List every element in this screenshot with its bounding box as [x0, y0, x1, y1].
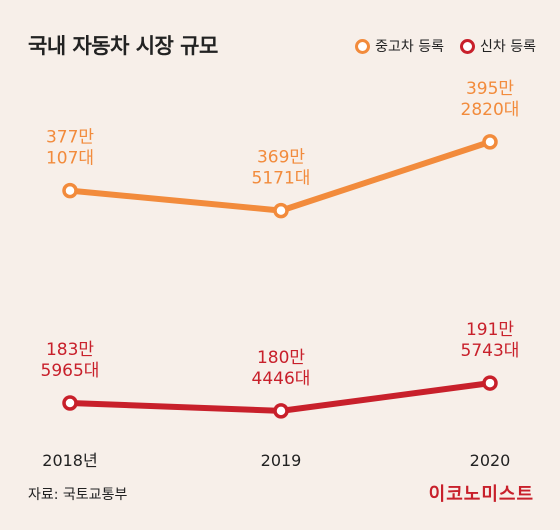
data-point-0-1	[273, 202, 289, 219]
data-label-1-0-1: 5965대	[41, 361, 100, 381]
data-label-1-0-0: 183만	[46, 340, 94, 360]
data-label-0-0-0: 377만	[46, 128, 94, 148]
data-label-0-1-1: 5171대	[252, 169, 311, 189]
legend-label-new: 신차 등록	[480, 39, 536, 55]
legend-label-used: 중고차 등록	[375, 39, 445, 55]
chart-title: 국내 자동차 시장 규모	[28, 34, 218, 58]
legend: 중고차 등록 신차 등록	[355, 36, 536, 56]
source-note: 자료: 국토교통부	[28, 487, 128, 503]
data-label-1-1-0: 180만	[257, 348, 305, 368]
data-label-0-2-1: 2820대	[461, 100, 520, 120]
data-label-1-2-0: 191만	[466, 320, 514, 340]
data-label-0-1-0: 369만	[257, 148, 305, 168]
data-label-0-0-1: 107대	[46, 149, 94, 169]
data-label-1-2-1: 5743대	[461, 341, 520, 361]
data-label-0-2-0: 395만	[466, 79, 514, 99]
x-tick-label-0: 2018년	[42, 451, 97, 470]
data-point-0-2	[482, 134, 498, 150]
legend-marker-icon	[460, 38, 476, 54]
legend-item-new: 신차 등록	[460, 36, 536, 56]
legend-marker-icon	[355, 38, 371, 54]
data-label-1-1-1: 4446대	[252, 369, 311, 389]
brand-logo: 이코노미스트	[428, 484, 534, 505]
legend-item-used: 중고차 등록	[355, 36, 444, 56]
x-tick-label-2: 2020	[470, 451, 511, 470]
x-tick-label-1: 2019	[261, 451, 302, 470]
data-point-1-0	[62, 395, 78, 411]
data-point-1-1	[273, 403, 289, 419]
data-point-1-2	[482, 375, 498, 391]
data-point-0-0	[62, 182, 78, 199]
